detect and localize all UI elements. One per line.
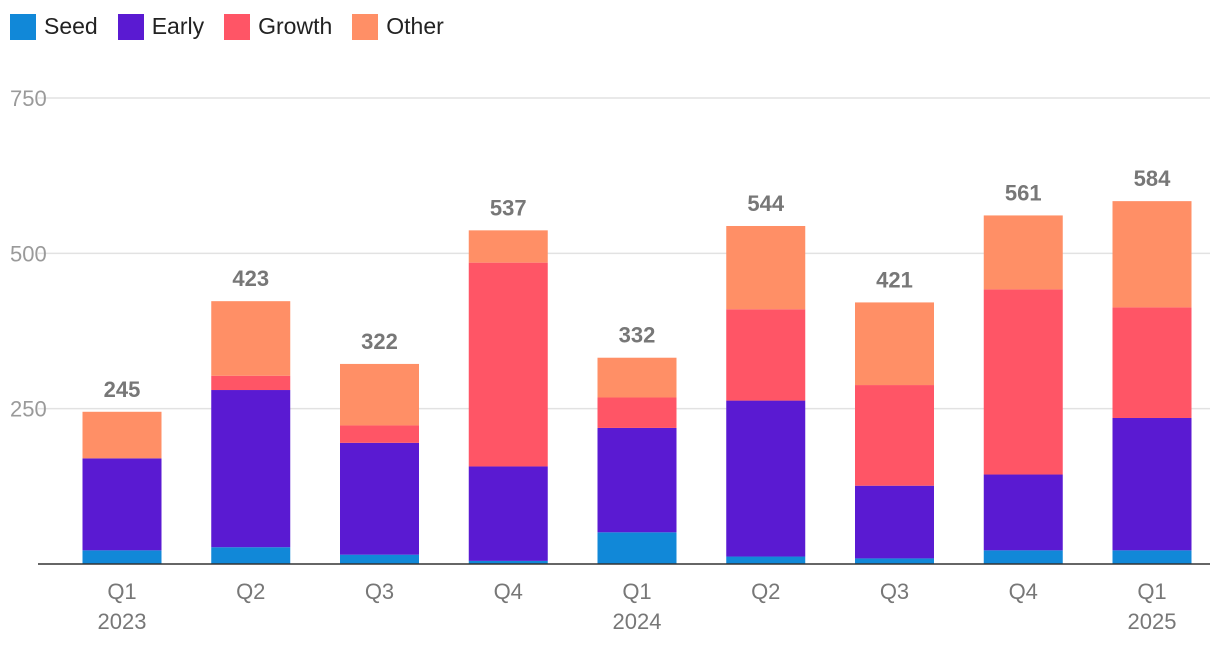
bar-segment-early-5 <box>726 400 806 557</box>
total-label-3: 537 <box>490 195 527 220</box>
bar-segment-early-0 <box>82 458 162 551</box>
total-label-6: 421 <box>876 267 913 292</box>
legend-item-early[interactable]: Early <box>117 13 205 40</box>
x-tick-label-8: Q1 <box>1137 579 1166 604</box>
total-label-4: 332 <box>619 323 656 348</box>
x-tick-label-0: Q1 <box>107 579 136 604</box>
x-tick-label-2: Q3 <box>365 579 394 604</box>
y-tick-label-250: 250 <box>10 397 47 422</box>
legend-label-other: Other <box>386 13 444 39</box>
bar-segment-other-8 <box>1112 201 1192 308</box>
x-year-label-4: 2024 <box>613 609 662 634</box>
bar-segment-other-1 <box>211 301 291 376</box>
total-label-5: 544 <box>747 191 784 216</box>
bar-segment-early-7 <box>983 474 1063 551</box>
x-tick-label-7: Q4 <box>1009 579 1038 604</box>
x-tick-label-3: Q4 <box>494 579 523 604</box>
bar-segment-other-3 <box>468 230 548 263</box>
bar-segment-seed-4 <box>597 532 677 564</box>
legend: Seed Early Growth Other <box>10 13 464 40</box>
legend-label-early: Early <box>151 13 205 39</box>
legend-swatch-early <box>117 13 144 40</box>
bar-segment-growth-7 <box>983 289 1063 475</box>
legend-swatch-growth <box>224 13 251 40</box>
bar-segment-other-4 <box>597 357 677 398</box>
x-year-label-0: 2023 <box>98 609 147 634</box>
bar-segment-early-1 <box>211 390 291 548</box>
legend-item-growth[interactable]: Growth <box>224 13 332 40</box>
legend-item-other[interactable]: Other <box>352 13 444 40</box>
bar-segment-early-8 <box>1112 417 1192 551</box>
bar-segment-other-7 <box>983 215 1063 290</box>
bar-segment-seed-3 <box>468 560 548 564</box>
bar-segment-early-6 <box>855 485 934 559</box>
total-label-8: 584 <box>1134 166 1171 191</box>
bar-segment-seed-1 <box>211 547 291 564</box>
bar-segment-early-3 <box>468 466 548 561</box>
total-label-1: 423 <box>232 266 269 291</box>
bar-segment-growth-2 <box>340 425 419 443</box>
y-tick-label-500: 500 <box>10 241 47 266</box>
y-tick-label-750: 750 <box>10 86 47 111</box>
bar-segment-seed-5 <box>726 556 806 564</box>
bar-segment-growth-8 <box>1112 307 1192 418</box>
bar-segment-other-0 <box>82 411 162 459</box>
x-tick-label-1: Q2 <box>236 579 265 604</box>
total-label-7: 561 <box>1005 180 1042 205</box>
bar-segment-seed-7 <box>983 550 1063 564</box>
bar-segment-seed-2 <box>340 554 419 564</box>
legend-label-seed: Seed <box>44 13 98 39</box>
bar-segment-seed-8 <box>1112 550 1192 564</box>
x-tick-label-4: Q1 <box>622 579 651 604</box>
bar-segment-early-4 <box>597 427 677 533</box>
bar-segment-other-5 <box>726 225 806 310</box>
legend-label-growth: Growth <box>258 13 333 39</box>
total-label-0: 245 <box>104 377 141 402</box>
bar-segment-growth-3 <box>468 262 548 467</box>
x-tick-label-5: Q2 <box>751 579 780 604</box>
legend-swatch-seed <box>10 13 36 40</box>
bar-segment-other-6 <box>855 302 934 386</box>
legend-item-seed[interactable]: Seed <box>10 13 98 40</box>
total-label-2: 322 <box>361 329 398 354</box>
bar-segment-seed-6 <box>855 558 934 564</box>
bar-segment-other-2 <box>340 363 419 426</box>
x-year-label-8: 2025 <box>1128 609 1177 634</box>
legend-swatch-other <box>352 13 379 40</box>
bar-segment-growth-4 <box>597 397 677 428</box>
x-tick-label-6: Q3 <box>880 579 909 604</box>
bar-segment-growth-6 <box>855 385 934 486</box>
bar-segment-early-2 <box>340 442 419 555</box>
bar-segment-seed-0 <box>82 550 162 564</box>
bar-segment-growth-1 <box>211 375 291 391</box>
bar-segment-growth-5 <box>726 309 806 401</box>
